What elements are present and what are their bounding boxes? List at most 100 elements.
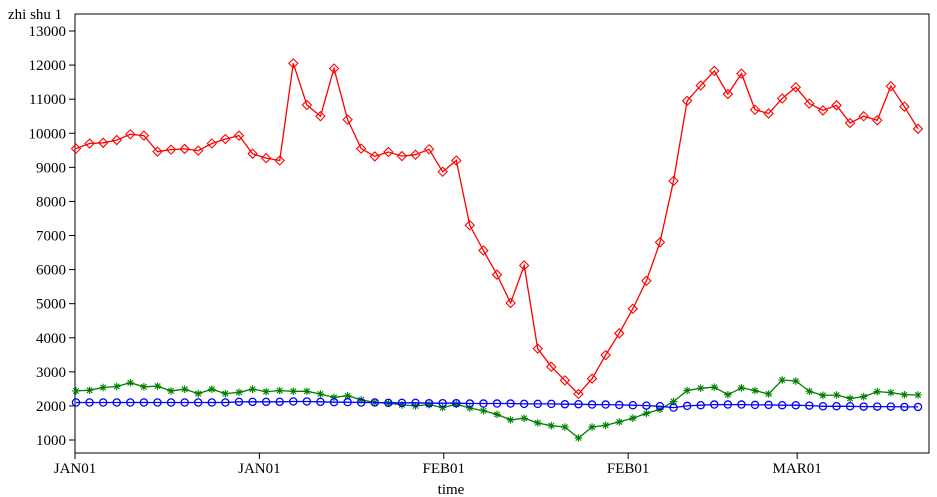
data-point: [681, 95, 693, 107]
data-point: [532, 343, 544, 354]
data-point: [763, 108, 774, 119]
data-point: [423, 143, 435, 155]
data-point: [791, 377, 800, 385]
data-point: [819, 391, 827, 400]
data-point: [72, 387, 80, 395]
data-point: [84, 138, 95, 149]
data-point: [153, 398, 162, 407]
data-point: [234, 397, 244, 407]
data-point: [696, 400, 705, 410]
data-point: [260, 152, 272, 164]
data-point: [900, 390, 909, 399]
data-point: [858, 110, 869, 122]
data-point: [316, 397, 325, 407]
data-point: [112, 398, 121, 407]
data-point: [220, 133, 231, 145]
data-point: [533, 419, 542, 427]
data-point: [316, 390, 325, 398]
data-point: [289, 387, 298, 396]
data-point: [261, 397, 271, 407]
data-point: [208, 385, 216, 394]
data-point: [438, 403, 447, 412]
data-point: [396, 150, 408, 162]
data-point: [302, 397, 312, 406]
data-point: [586, 373, 598, 384]
data-point: [140, 383, 148, 391]
data-point: [167, 387, 175, 395]
data-point: [235, 388, 243, 397]
y-axis-label: zhi shu 1: [8, 7, 62, 23]
data-point: [478, 245, 489, 256]
data-point: [682, 401, 692, 411]
data-point: [641, 275, 652, 287]
x-axis-ticks: JAN01 JAN01 FEB01 FEB01 MAR01: [54, 453, 822, 477]
data-point: [764, 390, 773, 398]
data-point: [723, 400, 733, 409]
data-point: [398, 401, 406, 409]
data-point: [180, 385, 189, 394]
data-point: [601, 400, 610, 409]
data-point: [410, 149, 421, 161]
data-point: [561, 423, 569, 431]
data-point: [587, 400, 597, 409]
data-point: [628, 400, 638, 410]
data-point: [479, 399, 488, 408]
x-tick-label: JAN01: [238, 461, 281, 477]
data-point: [452, 400, 461, 409]
data-point: [438, 398, 447, 408]
data-point: [710, 383, 719, 391]
plot-frame: [74, 13, 930, 454]
data-point: [221, 389, 230, 398]
data-point: [71, 398, 81, 407]
data-point: [330, 393, 338, 402]
data-point: [695, 80, 706, 91]
data-point: [466, 404, 474, 412]
data-point: [804, 98, 815, 109]
data-point: [343, 397, 352, 407]
data-point: [493, 410, 501, 419]
data-point: [778, 376, 786, 384]
data-point: [873, 387, 882, 396]
data-point: [533, 399, 542, 409]
data-point: [179, 143, 190, 155]
data-point: [247, 148, 258, 159]
data-point: [139, 398, 149, 407]
data-point: [492, 399, 502, 408]
data-point: [832, 402, 841, 411]
data-point: [914, 391, 922, 399]
data-point: [275, 397, 284, 407]
y-tick-label: 3000: [36, 365, 66, 381]
data-point: [301, 99, 313, 111]
data-point: [737, 384, 746, 392]
data-point: [547, 421, 556, 430]
data-point: [887, 388, 895, 397]
data-point: [654, 237, 666, 248]
data-point: [736, 68, 747, 79]
data-point: [614, 400, 624, 410]
data-point: [831, 100, 842, 111]
series-layer: [70, 58, 924, 442]
data-point: [315, 110, 326, 122]
data-point: [248, 385, 257, 394]
data-point: [111, 134, 123, 146]
data-point: [900, 402, 909, 412]
data-point: [696, 384, 705, 392]
x-tick-label: JAN01: [54, 461, 97, 477]
data-point: [709, 65, 720, 77]
data-point: [613, 328, 625, 339]
data-point: [791, 400, 801, 410]
data-point: [384, 398, 393, 408]
data-point: [356, 398, 366, 407]
y-tick-label: 6000: [36, 263, 66, 279]
y-tick-label: 1000: [36, 433, 66, 449]
x-tick-label: FEB01: [423, 461, 466, 477]
y-tick-label: 4000: [36, 331, 66, 347]
data-point: [655, 402, 665, 411]
data-point: [125, 128, 136, 140]
x-tick-label: FEB01: [607, 461, 650, 477]
y-tick-label: 13000: [29, 24, 67, 40]
data-point: [710, 400, 719, 409]
y-tick-label: 8000: [36, 194, 66, 210]
data-point: [424, 398, 434, 408]
